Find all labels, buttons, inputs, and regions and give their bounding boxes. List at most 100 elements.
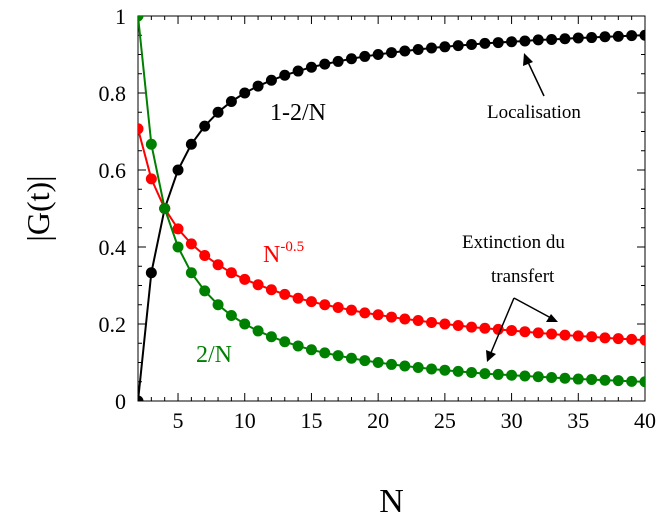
- data-point: [532, 34, 544, 46]
- data-point: [145, 173, 157, 185]
- data-point: [612, 30, 624, 42]
- data-point: [599, 374, 611, 386]
- data-point: [546, 328, 558, 340]
- x-tick-label: 30: [501, 408, 523, 433]
- data-point: [519, 35, 531, 47]
- x-tick-label: 40: [634, 408, 656, 433]
- red-series-label: N-0.5: [263, 239, 304, 268]
- data-point: [225, 310, 237, 322]
- data-point: [519, 370, 531, 382]
- data-point: [265, 74, 277, 86]
- y-tick-label: 1: [115, 4, 126, 29]
- y-axis-title: |G(t)|: [20, 175, 56, 241]
- extinction-label-line1: Extinction du: [462, 232, 565, 253]
- data-point: [225, 267, 237, 279]
- data-point: [426, 316, 438, 328]
- data-point: [332, 301, 344, 313]
- data-point: [138, 123, 144, 135]
- x-tick-label: 35: [567, 408, 589, 433]
- data-point: [159, 203, 171, 214]
- data-point: [252, 279, 264, 291]
- data-point: [546, 33, 558, 45]
- data-point: [172, 241, 184, 253]
- data-point: [386, 311, 397, 323]
- data-point: [586, 331, 598, 343]
- data-point: [399, 313, 411, 325]
- data-point: [386, 358, 397, 370]
- data-point: [138, 16, 144, 22]
- data-point: [279, 288, 291, 300]
- y-tick-label: 0: [115, 389, 126, 414]
- data-point: [239, 87, 251, 99]
- data-point: [466, 367, 478, 379]
- extinction-arrow-green: [486, 297, 515, 362]
- red-label-base: N: [263, 242, 280, 268]
- red-label-exponent: -0.5: [280, 239, 304, 255]
- data-point: [452, 320, 464, 332]
- data-point: [639, 376, 645, 388]
- data-point: [225, 95, 237, 107]
- data-point: [319, 299, 331, 311]
- data-point: [572, 373, 584, 385]
- data-point: [279, 336, 291, 348]
- data-point: [359, 307, 371, 319]
- data-point: [466, 321, 478, 333]
- data-point: [599, 332, 611, 344]
- data-point: [532, 327, 544, 339]
- data-point: [172, 223, 184, 235]
- data-point: [332, 350, 344, 362]
- data-point: [145, 267, 157, 279]
- x-tick-label: 5: [173, 408, 184, 433]
- data-point: [439, 318, 451, 330]
- data-point: [452, 365, 464, 377]
- data-point: [305, 296, 317, 308]
- axes: 5 10 15 20 25 30 35 40 0 0.2 0.4 0.6 0.8 1 N |G(t)|: [20, 4, 656, 516]
- data-point: [572, 330, 584, 342]
- data-point: [239, 273, 251, 285]
- data-point: [399, 45, 411, 57]
- data-point: [372, 49, 384, 60]
- data-point: [466, 38, 478, 50]
- data-point: [439, 364, 451, 376]
- x-tick-label: 25: [434, 408, 456, 433]
- extinction-label-line2: transfert: [491, 266, 555, 287]
- x-tick-label: 15: [300, 408, 322, 433]
- y-tick-label: 0.2: [99, 312, 127, 337]
- data-point: [626, 30, 638, 42]
- data-point: [185, 138, 197, 150]
- data-point: [345, 53, 357, 65]
- y-tick-label: 0.4: [99, 235, 127, 260]
- x-tick-label: 10: [234, 408, 256, 433]
- data-point: [332, 55, 344, 67]
- x-tick-label: 20: [367, 408, 389, 433]
- data-point: [572, 32, 584, 44]
- data-point: [612, 333, 624, 345]
- data-point: [252, 325, 264, 337]
- y-tick-label: 0.8: [99, 81, 127, 106]
- data-point: [479, 368, 491, 380]
- series-1-2/N: [138, 29, 645, 401]
- data-point: [359, 355, 371, 367]
- data-point: [426, 42, 438, 54]
- data-point: [305, 61, 317, 73]
- data-point: [412, 315, 424, 327]
- data-point: [185, 238, 197, 250]
- data-point: [319, 347, 331, 359]
- series-curve: [138, 16, 645, 383]
- data-point: [345, 304, 357, 316]
- black-series-label: 1-2/N: [270, 100, 326, 126]
- data-point: [292, 65, 304, 77]
- data-point: [239, 318, 251, 330]
- data-point: [138, 395, 144, 401]
- data-point: [372, 357, 384, 368]
- data-point: [506, 325, 518, 337]
- data-point: [586, 32, 598, 44]
- data-point: [372, 309, 384, 321]
- data-point: [626, 375, 638, 387]
- data-point: [305, 344, 317, 356]
- data-point: [199, 285, 211, 297]
- x-axis-title: N: [379, 483, 404, 516]
- data-point: [212, 106, 224, 118]
- data-point: [639, 334, 645, 346]
